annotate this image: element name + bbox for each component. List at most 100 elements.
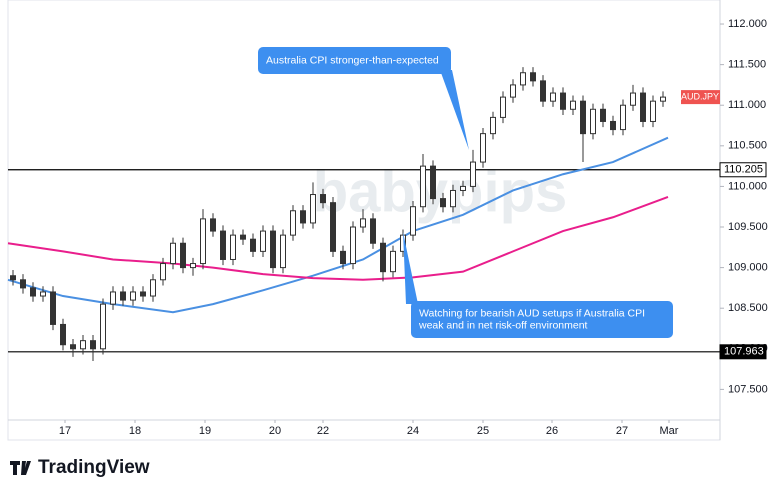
- candle-body: [140, 291, 146, 297]
- x-tick-label: Mar: [660, 425, 679, 437]
- candle-body: [550, 92, 556, 102]
- candle-body: [260, 230, 266, 252]
- candle-body: [530, 72, 536, 82]
- logo-icon: [10, 461, 31, 475]
- moving-average: [7, 196, 669, 281]
- candle-body: [270, 230, 276, 269]
- y-tick-label: 110.000: [728, 180, 767, 192]
- x-tick-label: 17: [59, 425, 71, 437]
- candle-body: [320, 194, 326, 204]
- candle-body: [240, 234, 246, 240]
- symbol-label: AUD.JPY: [681, 91, 719, 101]
- candle-body: [290, 210, 296, 236]
- candle-body: [570, 100, 576, 110]
- watermark: babypips: [313, 159, 568, 224]
- candle-body: [660, 96, 666, 102]
- candle-body: [300, 210, 306, 224]
- candle-body: [480, 133, 486, 163]
- candle-body: [60, 323, 66, 346]
- candle-body: [250, 238, 256, 252]
- callout-text: Watching for bearish AUD setups if Austr…: [419, 307, 645, 319]
- candle-body: [50, 291, 56, 325]
- candle-body: [280, 234, 286, 269]
- candle-body: [520, 72, 526, 86]
- y-tick-label: 108.500: [728, 302, 768, 314]
- candle-body: [620, 104, 626, 131]
- candle-body: [500, 96, 506, 118]
- candle-body: [310, 194, 316, 224]
- candle-body: [460, 185, 466, 191]
- candle-body: [340, 250, 346, 265]
- candle-body: [160, 263, 166, 281]
- level-label: 110.205: [724, 164, 763, 176]
- candle-body: [90, 340, 96, 350]
- candle-body: [430, 165, 436, 200]
- level-label-box: [719, 344, 767, 360]
- y-tick-label: 107.500: [728, 383, 768, 395]
- candle-body: [510, 84, 516, 98]
- candle-body: [20, 279, 26, 289]
- candle-body: [210, 218, 216, 232]
- candle-body: [100, 303, 106, 350]
- candle-body: [130, 291, 136, 301]
- x-tick-label: 19: [199, 425, 211, 437]
- y-tick-label: 110.500: [728, 140, 767, 152]
- callout-box: [258, 47, 451, 74]
- candle-body: [600, 108, 606, 122]
- x-tick-label: 26: [546, 425, 558, 437]
- candle-body: [580, 100, 586, 135]
- candle-body: [630, 92, 636, 106]
- x-tick-label: 18: [129, 425, 141, 437]
- candle-body: [470, 161, 476, 187]
- candle-body: [170, 242, 176, 265]
- candle-body: [120, 291, 126, 301]
- candle-body: [110, 291, 116, 305]
- candle-body: [380, 242, 386, 273]
- callout-pointer: [403, 232, 418, 304]
- level-label: 107.963: [724, 346, 764, 358]
- candle-body: [420, 165, 426, 208]
- candle-body: [190, 263, 196, 269]
- y-tick-label: 109.500: [728, 221, 768, 233]
- candle-body: [180, 242, 186, 269]
- candle-body: [650, 100, 656, 122]
- candle-body: [70, 344, 76, 350]
- x-tick-label: 25: [477, 425, 489, 437]
- candle-body: [440, 198, 446, 208]
- y-tick-label: 111.500: [728, 59, 766, 71]
- candle-body: [400, 234, 406, 252]
- candle-body: [640, 92, 646, 122]
- x-tick-label: 27: [616, 425, 628, 437]
- y-tick-label: 109.000: [728, 262, 768, 274]
- x-tick-label: 20: [269, 425, 281, 437]
- candle-body: [610, 120, 616, 131]
- x-tick-label: 22: [317, 425, 329, 437]
- candle-body: [150, 279, 156, 297]
- candle-body: [370, 218, 376, 244]
- callout-box: [411, 301, 673, 338]
- candle-body: [350, 226, 356, 265]
- candle-body: [590, 108, 596, 135]
- x-tick-label: 24: [407, 425, 419, 437]
- logo-text: TradingView: [38, 457, 150, 478]
- candle-body: [560, 92, 566, 110]
- callout-text: weak and in net risk-off environment: [418, 319, 588, 331]
- candle-body: [40, 291, 46, 297]
- y-tick-label: 112.000: [728, 18, 767, 30]
- candle-body: [220, 230, 226, 260]
- candle-body: [330, 202, 336, 252]
- candle-body: [10, 275, 16, 281]
- candle-body: [410, 206, 416, 236]
- candle-body: [200, 218, 206, 265]
- symbol-box: [681, 90, 720, 105]
- candle-body: [490, 116, 496, 135]
- candle-body: [360, 218, 366, 228]
- candle-body: [540, 80, 546, 102]
- candle-body: [30, 287, 36, 297]
- callout-pointer: [440, 70, 469, 150]
- level-label-box: [719, 162, 767, 178]
- candle-body: [230, 234, 236, 260]
- callout-text: Australia CPI stronger-than-expected: [266, 54, 439, 66]
